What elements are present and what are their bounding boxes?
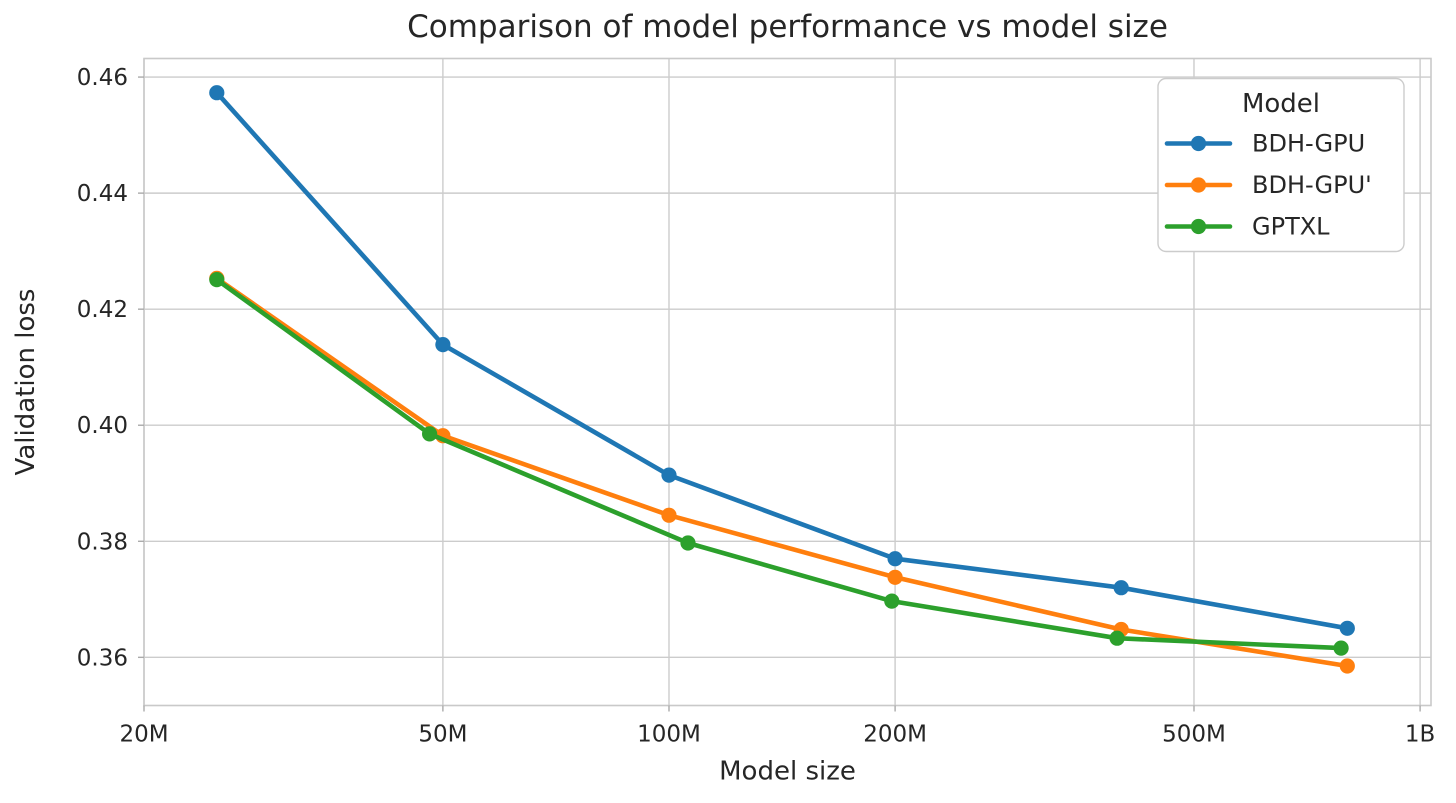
series-line — [214, 277, 1344, 651]
y-tick-label: 0.40 — [77, 413, 128, 439]
data-point — [1339, 620, 1355, 636]
data-point — [1339, 658, 1355, 674]
series-line — [214, 276, 1350, 669]
data-point — [1333, 640, 1349, 656]
legend-label: BDH-GPU' — [1252, 171, 1372, 199]
data-point — [1109, 630, 1125, 646]
data-point — [422, 426, 438, 442]
data-point — [209, 272, 225, 288]
x-tick-label: 200M — [863, 722, 927, 748]
y-tick-label: 0.38 — [77, 529, 128, 555]
data-point — [209, 85, 225, 101]
y-tick-label: 0.36 — [77, 645, 128, 671]
data-point — [884, 593, 900, 609]
series-bdh-gpu — [209, 85, 1355, 636]
legend: Model BDH-GPU BDH-GPU' GPTXL — [1157, 77, 1405, 253]
plot-spines — [143, 57, 1432, 707]
data-point — [680, 535, 696, 551]
series-line — [214, 90, 1350, 631]
legend-label: BDH-GPU — [1252, 130, 1365, 158]
legend-title: Model — [1242, 89, 1320, 119]
legend-label: GPTXL — [1252, 213, 1330, 241]
data-point — [887, 569, 903, 585]
legend-marker-dot — [1190, 218, 1207, 235]
x-axis-label: Model size — [719, 757, 856, 787]
x-tick-label: 50M — [418, 722, 467, 748]
y-tick-label: 0.44 — [77, 181, 128, 207]
x-tick-label: 500M — [1162, 722, 1226, 748]
chart-title: Comparison of model performance vs model… — [407, 9, 1168, 45]
x-tick-label: 100M — [637, 722, 701, 748]
data-point — [887, 551, 903, 567]
data-point — [1113, 580, 1129, 596]
data-point — [661, 507, 677, 523]
legend-marker-dot — [1190, 177, 1207, 193]
legend-box — [1157, 77, 1405, 253]
legend-marker-dot — [1190, 135, 1207, 152]
grid — [143, 58, 1431, 706]
data-point — [435, 337, 451, 353]
x-tick-label: 1B — [1405, 722, 1435, 748]
y-tick-label: 0.46 — [77, 65, 128, 91]
x-tick-label: 20M — [119, 722, 168, 748]
y-axis-label: Validation loss — [11, 289, 41, 476]
series-gptxl — [209, 272, 1349, 656]
tick-marks — [138, 76, 1421, 712]
y-tick-label: 0.42 — [77, 297, 128, 323]
data-point — [661, 467, 677, 483]
